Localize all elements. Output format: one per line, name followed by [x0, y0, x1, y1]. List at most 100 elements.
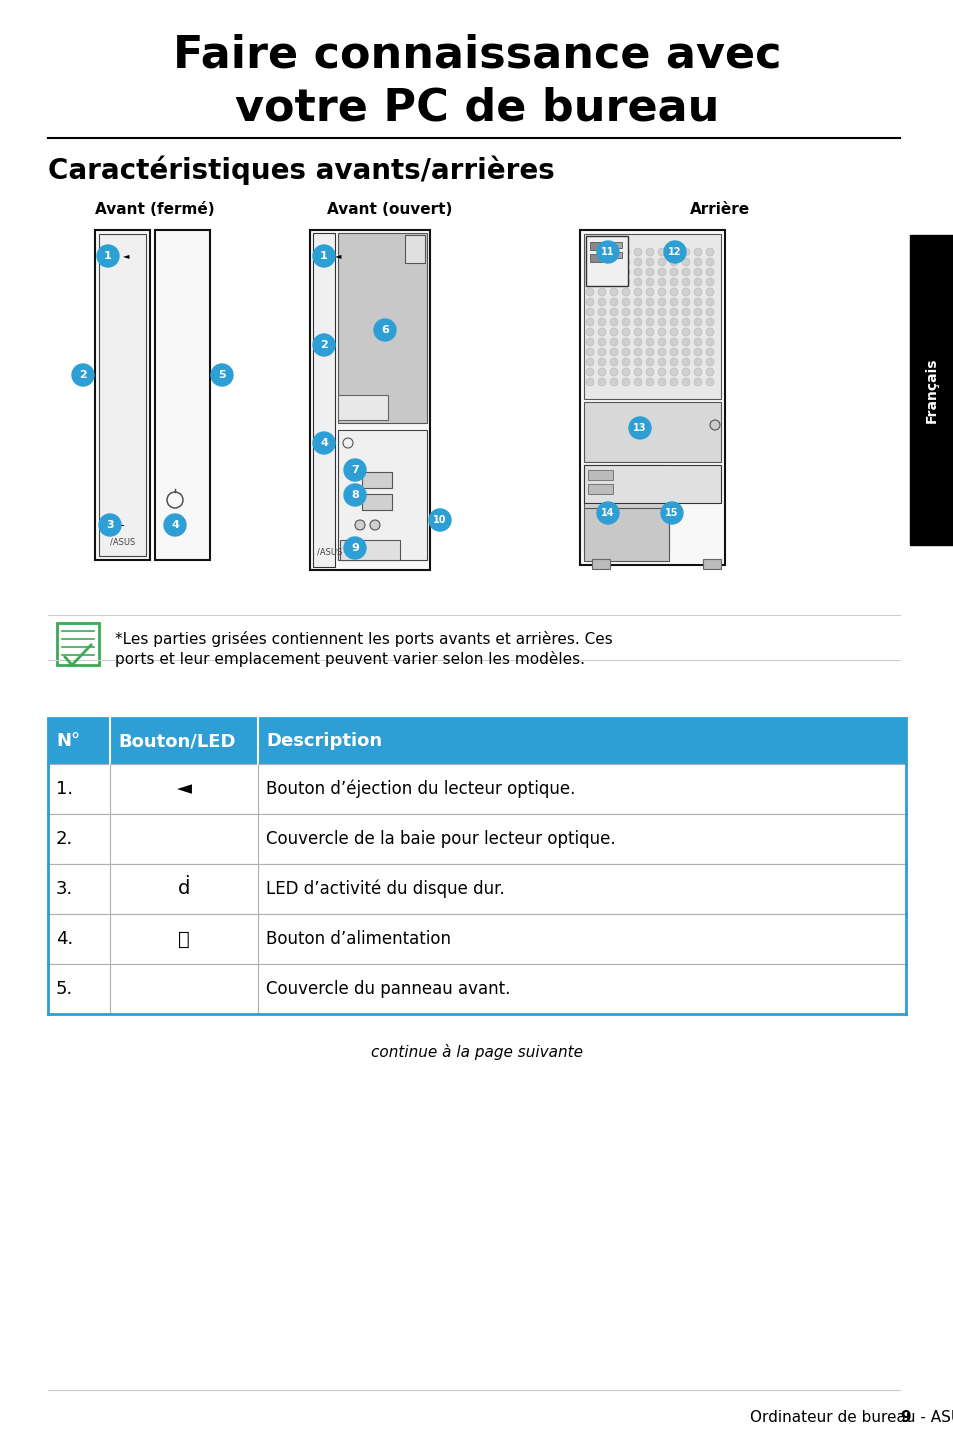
Circle shape — [598, 298, 605, 306]
Bar — [361, 472, 392, 487]
Text: 8: 8 — [351, 490, 358, 500]
Text: 4: 4 — [171, 521, 179, 531]
Circle shape — [313, 244, 335, 267]
Circle shape — [693, 318, 701, 326]
Text: Bouton d’alimentation: Bouton d’alimentation — [266, 930, 451, 948]
Circle shape — [709, 420, 720, 430]
Circle shape — [669, 278, 678, 286]
Text: 14: 14 — [600, 508, 614, 518]
Text: votre PC de bureau: votre PC de bureau — [234, 86, 719, 129]
Circle shape — [693, 288, 701, 296]
Circle shape — [669, 368, 678, 375]
Circle shape — [609, 308, 618, 316]
Circle shape — [597, 242, 618, 263]
Circle shape — [313, 431, 335, 454]
Circle shape — [609, 298, 618, 306]
Circle shape — [634, 358, 641, 367]
Text: 4.: 4. — [56, 930, 73, 948]
Circle shape — [585, 308, 594, 316]
Bar — [607, 252, 621, 257]
Circle shape — [693, 257, 701, 266]
Circle shape — [598, 328, 605, 336]
Circle shape — [669, 358, 678, 367]
Text: 11: 11 — [600, 247, 614, 257]
Circle shape — [634, 308, 641, 316]
Text: ports et leur emplacement peuvent varier selon les modèles.: ports et leur emplacement peuvent varier… — [115, 651, 584, 667]
Text: continue à la page suivante: continue à la page suivante — [371, 1044, 582, 1060]
Circle shape — [681, 278, 689, 286]
Circle shape — [621, 267, 629, 276]
Bar — [607, 242, 621, 247]
Circle shape — [99, 513, 121, 536]
Circle shape — [681, 257, 689, 266]
Circle shape — [669, 338, 678, 347]
Text: 9: 9 — [899, 1411, 910, 1425]
Circle shape — [658, 378, 665, 385]
Circle shape — [585, 378, 594, 385]
Circle shape — [355, 521, 365, 531]
Circle shape — [645, 288, 654, 296]
Text: Ordinateur de bureau - ASUS CP Series: Ordinateur de bureau - ASUS CP Series — [749, 1411, 953, 1425]
Text: 10: 10 — [433, 515, 446, 525]
Bar — [579, 230, 724, 565]
Circle shape — [597, 502, 618, 523]
Circle shape — [681, 368, 689, 375]
Circle shape — [429, 509, 451, 531]
Circle shape — [681, 288, 689, 296]
Circle shape — [681, 358, 689, 367]
Circle shape — [598, 338, 605, 347]
Bar — [48, 864, 905, 915]
Circle shape — [705, 308, 713, 316]
Text: 12: 12 — [667, 247, 681, 257]
Bar — [587, 470, 613, 480]
Circle shape — [658, 318, 665, 326]
Circle shape — [645, 278, 654, 286]
Circle shape — [705, 358, 713, 367]
Bar — [154, 230, 210, 559]
Circle shape — [705, 278, 713, 286]
Text: LED d’activité du disque dur.: LED d’activité du disque dur. — [266, 880, 504, 899]
Circle shape — [658, 328, 665, 336]
Text: ◄: ◄ — [176, 779, 192, 798]
Circle shape — [374, 319, 395, 341]
Circle shape — [658, 358, 665, 367]
Circle shape — [598, 378, 605, 385]
Circle shape — [344, 536, 366, 559]
Bar — [310, 230, 430, 569]
Circle shape — [598, 288, 605, 296]
Circle shape — [681, 247, 689, 256]
Bar — [95, 230, 150, 559]
Text: Caractéristiques avants/arrières: Caractéristiques avants/arrières — [48, 155, 554, 184]
Text: 1: 1 — [320, 252, 328, 262]
Circle shape — [669, 308, 678, 316]
Circle shape — [645, 348, 654, 357]
Circle shape — [621, 338, 629, 347]
Circle shape — [609, 278, 618, 286]
Circle shape — [585, 247, 594, 256]
Circle shape — [705, 247, 713, 256]
Text: N°: N° — [56, 732, 80, 751]
Text: Bouton d’éjection du lecteur optique.: Bouton d’éjection du lecteur optique. — [266, 779, 575, 798]
Circle shape — [669, 247, 678, 256]
Bar — [583, 508, 668, 561]
Circle shape — [634, 318, 641, 326]
Text: 4: 4 — [319, 439, 328, 449]
Circle shape — [585, 318, 594, 326]
Circle shape — [645, 318, 654, 326]
Circle shape — [681, 308, 689, 316]
Circle shape — [669, 298, 678, 306]
Circle shape — [705, 378, 713, 385]
Circle shape — [621, 348, 629, 357]
Circle shape — [598, 308, 605, 316]
Bar — [337, 233, 427, 423]
Text: 3.: 3. — [56, 880, 73, 897]
Circle shape — [634, 298, 641, 306]
Circle shape — [705, 318, 713, 326]
Circle shape — [634, 348, 641, 357]
Circle shape — [681, 328, 689, 336]
Circle shape — [660, 502, 682, 523]
Circle shape — [705, 298, 713, 306]
Bar — [583, 464, 720, 503]
Text: ◄: ◄ — [335, 252, 341, 260]
Circle shape — [598, 247, 605, 256]
